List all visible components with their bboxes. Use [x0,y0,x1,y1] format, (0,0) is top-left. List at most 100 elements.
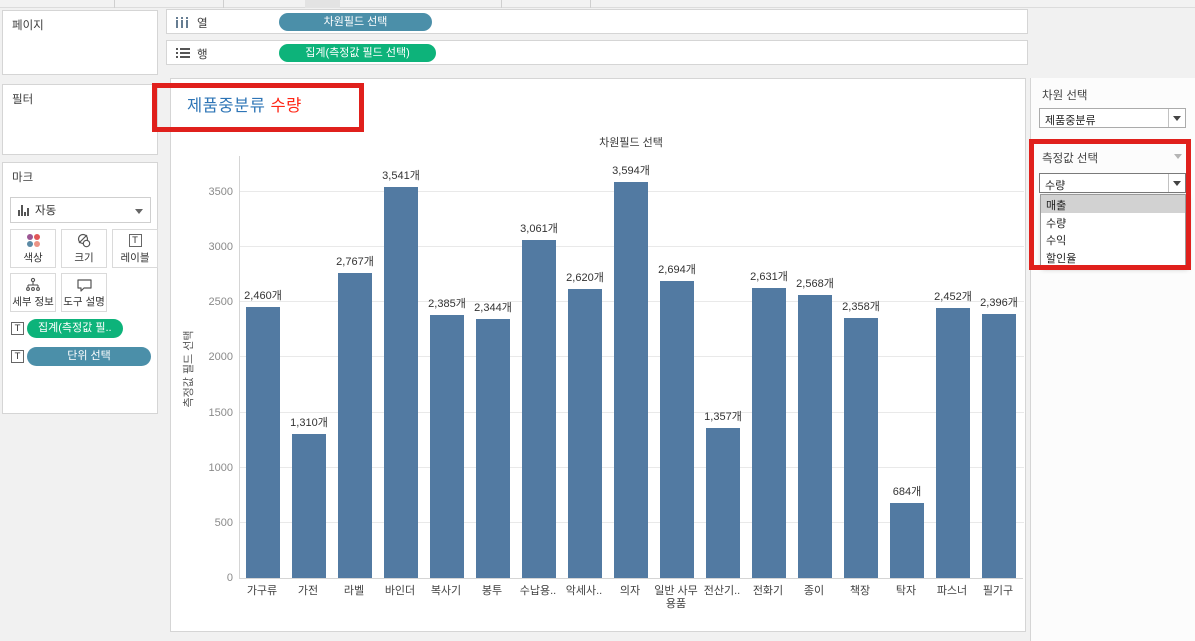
bar-value-label: 2,694개 [658,263,696,276]
y-tick-label: 3500 [208,185,233,198]
bar-8[interactable] [614,181,648,578]
marks-pill-row: T 단위 선택 [11,347,151,366]
detail-button-label: 세부 정보 [12,296,54,308]
param-card-menu-icon[interactable] [1174,154,1182,159]
bar-4[interactable] [430,314,464,578]
bar-9[interactable] [660,280,694,578]
bar-5[interactable] [476,319,510,578]
measure-option-수익[interactable]: 수익 [1046,235,1067,247]
x-category-label: 필기구 [982,585,1014,597]
x-category-label: 가구류 [246,585,278,597]
tooltip-button[interactable]: 도구 설명 [61,273,107,312]
x-category-label: 의자 [619,585,641,597]
bar-value-label: 1,310개 [290,416,328,429]
size-button[interactable]: 크기 [61,229,107,268]
marks-pill-aggregate[interactable]: 집계(측정값 필.. [27,319,123,338]
measure-select-button[interactable] [1168,174,1185,192]
pages-shelf-label: 페이지 [12,20,44,32]
bar-15[interactable] [936,307,970,578]
bar-value-label: 2,385개 [428,297,466,310]
tooltip-icon [62,274,106,295]
bar-0[interactable] [246,306,280,578]
x-category-label: 전산기.. [703,585,741,597]
x-category-label: 수납용.. [519,585,557,597]
marks-pill-row: T 집계(측정값 필.. [11,319,123,338]
bar-value-label: 2,460개 [244,289,282,302]
x-category-label: 봉투 [481,585,503,597]
bar-6[interactable] [522,240,556,578]
y-tick-label: 0 [226,572,233,584]
color-button-label: 색상 [23,252,43,264]
plot-area: 2,460개 1,310개 2,767개 3,541개 2,385개 2,344개 3,06… [239,156,1024,579]
y-tick-label: 2000 [208,351,233,364]
y-tick-label: 500 [214,516,233,529]
mark-type-dropdown[interactable]: 자동 [10,197,151,223]
annotation-box-measure-param [1029,139,1191,270]
bar-value-label: 2,568개 [796,277,834,290]
tooltip-button-label: 도구 설명 [63,296,105,308]
columns-shelf-label: 열 [197,18,208,30]
size-button-label: 크기 [74,252,94,264]
rows-pill[interactable]: 집계(측정값 필드 선택) [279,44,436,62]
bar-13[interactable] [844,317,878,578]
chevron-down-icon [1173,180,1181,186]
bar-1[interactable] [292,433,326,578]
color-button[interactable]: 색상 [10,229,56,268]
bar-7[interactable] [568,289,602,578]
measure-option-할인율[interactable]: 할인율 [1046,252,1077,265]
detail-icon [11,274,55,295]
x-category-label: 책장 [849,585,871,597]
bar-value-label: 3,061개 [520,223,558,236]
x-category-label: 바인더 [384,585,416,597]
sheet-title-measure: 수량 [270,97,302,115]
mark-type-value: 자동 [35,205,57,217]
y-tick-label: 1500 [208,406,233,419]
toolbar-remnant [0,0,1195,8]
bar-value-label: 2,452개 [934,290,972,303]
bar-chart-icon [18,204,29,216]
y-tick-label: 3000 [208,241,233,254]
bar-value-label: 2,767개 [336,255,374,268]
bar-value-label: 1,357개 [704,411,742,424]
dimension-param-select[interactable]: 제품중분류 [1039,108,1186,128]
bar-2[interactable] [338,272,372,578]
x-category-label: 종이 [803,585,825,597]
filters-shelf[interactable]: 필터 [2,84,158,155]
measure-option-매출[interactable]: 매출 [1041,195,1185,213]
marks-card: 마크 자동 색상 [2,162,158,414]
bar-value-label: 3,594개 [612,164,650,177]
filters-shelf-label: 필터 [12,94,34,106]
pages-shelf[interactable]: 페이지 [2,10,158,75]
text-label-icon: T [128,234,142,247]
bar-value-label: 3,541개 [382,170,420,183]
columns-shelf[interactable]: 열 차원필드 선택 [166,9,1028,34]
y-tick-label: 2500 [208,296,233,309]
chevron-down-icon [1173,115,1181,121]
measure-param-select[interactable]: 수량 [1039,173,1186,193]
label-button[interactable]: T 레이블 [112,229,158,268]
rows-shelf[interactable]: 행 집계(측정값 필드 선택) [166,40,1028,65]
bar-11[interactable] [752,287,786,578]
marks-pill-unit[interactable]: 단위 선택 [27,347,151,366]
bar-10[interactable] [706,428,740,578]
x-category-label: 복사기 [430,585,462,597]
bar-3[interactable] [384,187,418,578]
dimension-param-label: 차원 선택 [1042,90,1088,102]
dimension-select-button[interactable] [1168,109,1185,127]
sheet-title: 제품중분류 수량 [187,92,302,116]
column-field-label: 차원필드 선택 [599,137,663,149]
columns-pill[interactable]: 차원필드 선택 [279,13,432,31]
text-mark-icon: T [11,322,24,335]
bar-value-label: 2,631개 [750,270,788,283]
size-icon [62,230,106,251]
x-category-label: 파스너 [936,585,968,597]
bar-12[interactable] [798,294,832,578]
detail-button[interactable]: 세부 정보 [10,273,56,312]
bar-value-label: 2,344개 [474,302,512,315]
bar-value-label: 2,358개 [842,300,880,313]
bar-16[interactable] [982,313,1016,578]
measure-option-수량[interactable]: 수량 [1046,217,1067,230]
bar-14[interactable] [890,502,924,578]
dimension-param-value: 제품중분류 [1045,115,1096,127]
